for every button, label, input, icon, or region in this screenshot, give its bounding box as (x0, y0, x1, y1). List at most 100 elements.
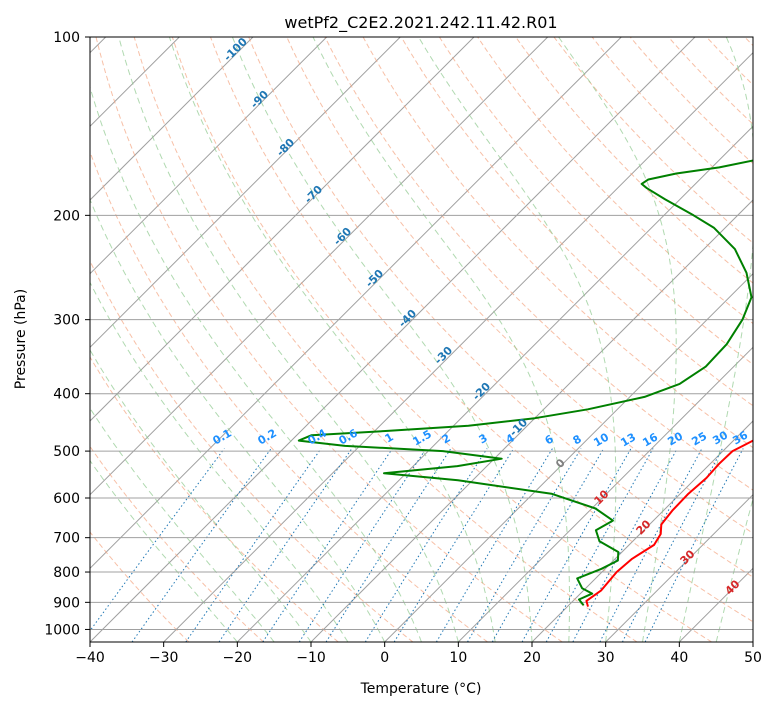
isotherm-line (605, 493, 753, 642)
mixing-ratio-line (644, 448, 744, 642)
dry-adiabat-line (90, 445, 264, 642)
dry-adiabat-line (553, 37, 753, 244)
mixing-ratio-line (435, 448, 553, 642)
mixing-ratio-label: 10 (591, 430, 611, 449)
chart-title: wetPf2_C2E2.2021.242.11.42.R01 (284, 13, 557, 33)
temperature-profile-line (585, 439, 753, 607)
moist-adiabat-line (312, 37, 570, 642)
mixing-ratio-line (90, 448, 225, 632)
isotherm-label: -40 (396, 307, 419, 330)
mixing-ratio-line (491, 448, 605, 642)
moist-adiabat-line (90, 85, 422, 642)
moist-adiabat-line (118, 37, 459, 642)
isotherm-line (90, 37, 401, 349)
moist-adiabat-label: 30 (678, 547, 698, 567)
dry-adiabat-line (90, 531, 190, 642)
mixing-ratio-line (218, 448, 353, 642)
mixing-ratio-label: 1.5 (411, 427, 434, 448)
isotherm-label: -90 (248, 88, 271, 111)
isotherm-label: -50 (363, 267, 386, 290)
dry-adiabat-line (324, 37, 753, 491)
mixing-ratio-label: 6 (543, 432, 556, 447)
dry-adiabat-line (706, 37, 753, 86)
x-axis-label: Temperature (°C) (360, 681, 482, 697)
isotherm-line (90, 37, 696, 642)
y-tick-label: 300 (53, 313, 80, 329)
y-tick-label: 800 (53, 565, 80, 581)
isotherm-line (384, 272, 753, 642)
y-tick-label: 600 (53, 491, 80, 507)
dry-adiabat-line (90, 356, 339, 642)
isotherm-line (236, 125, 753, 642)
isotherm-line (90, 37, 475, 422)
dry-adiabat-line (133, 37, 638, 642)
dewpoint-profile-line (297, 159, 753, 606)
dry-adiabat-line (95, 37, 563, 642)
isotherm-line (678, 567, 753, 642)
moist-adiabat-line (90, 281, 349, 642)
moist-adiabat-line (715, 497, 753, 642)
plot-area: -100-90-80-70-60-50-40-30-20-100.1 0.2 0.4… (89, 35, 754, 643)
isotherm-line (90, 37, 328, 275)
dry-adiabat-line (362, 37, 753, 449)
dry-adiabat-line (744, 37, 753, 47)
mixing-ratio-label: 0.6 (337, 426, 361, 447)
y-tick-label: 400 (53, 387, 80, 403)
isotherm-label: -100 (221, 35, 250, 64)
moist-adiabat-label: 0 (553, 456, 568, 471)
isotherm-label: -30 (432, 344, 455, 367)
moist-adiabat-line (90, 349, 312, 642)
mixing-ratio-label: 13 (618, 431, 638, 450)
y-tick-label: 1000 (44, 622, 80, 638)
mixing-ratio-line (325, 448, 452, 642)
plot-content: -100-90-80-70-60-50-40-30-20-100.1 0.2 0.4… (90, 35, 753, 642)
moist-adiabat-line (90, 198, 386, 642)
isotherm-line (90, 37, 254, 201)
mixing-ratio-line (364, 448, 488, 642)
isotherm-line (752, 641, 753, 642)
moist-adiabat-line (231, 37, 533, 642)
dry-adiabat-line (90, 259, 414, 642)
moist-adiabat-line (418, 37, 617, 642)
dry-adiabat-line (248, 37, 753, 578)
moist-adiabat-line (168, 37, 496, 642)
isotherm-line (90, 37, 549, 496)
plot-frame (89, 36, 754, 643)
mixing-ratio-label: 2 (440, 431, 453, 446)
isotherm-label: -20 (470, 380, 493, 403)
y-axis: 100 200 300 400 500 600 700 800 900 1000 (44, 30, 90, 638)
mixing-ratio-label: 0.2 (256, 426, 279, 447)
dry-adiabat-line (438, 37, 753, 366)
isotherm-line (457, 346, 753, 642)
y-axis-label: Pressure (hPa) (13, 289, 29, 389)
dry-adiabat-line (400, 37, 753, 407)
moist-adiabat-label: 20 (634, 517, 654, 537)
mixing-ratio-label: 30 (710, 428, 730, 447)
x-tick-label: 0 (380, 650, 389, 666)
x-tick-label: 10 (449, 650, 467, 666)
mixing-ratio-line (262, 448, 393, 642)
mixing-ratio-label: 25 (689, 430, 709, 449)
isotherm-label: -60 (331, 225, 354, 248)
dry-adiabat-line (171, 37, 712, 642)
y-tick-label: 900 (53, 595, 80, 611)
mixing-ratio-line (599, 448, 703, 642)
moist-adiabat-label: 10 (592, 487, 612, 507)
y-tick-label: 700 (53, 531, 80, 547)
dry-adiabat-line (210, 37, 753, 623)
x-tick-label: −20 (223, 650, 253, 666)
isotherm-label: -70 (302, 183, 325, 206)
mixing-ratio-line (298, 448, 427, 642)
mixing-ratio-line (131, 448, 272, 642)
dry-adiabat-line (515, 37, 753, 284)
isotherm-line (531, 420, 753, 642)
dry-adiabat-line (90, 150, 488, 642)
y-tick-label: 500 (53, 444, 80, 460)
mixing-ratio-line (185, 448, 322, 642)
x-axis: −40 −30 −20 −10 0 10 20 30 40 50 (75, 642, 762, 666)
mixing-ratio-label: 16 (640, 430, 660, 449)
isotherm-line (163, 51, 753, 642)
moist-adiabat-label: 40 (723, 577, 743, 597)
x-tick-label: 20 (523, 650, 541, 666)
x-tick-label: 40 (670, 650, 688, 666)
